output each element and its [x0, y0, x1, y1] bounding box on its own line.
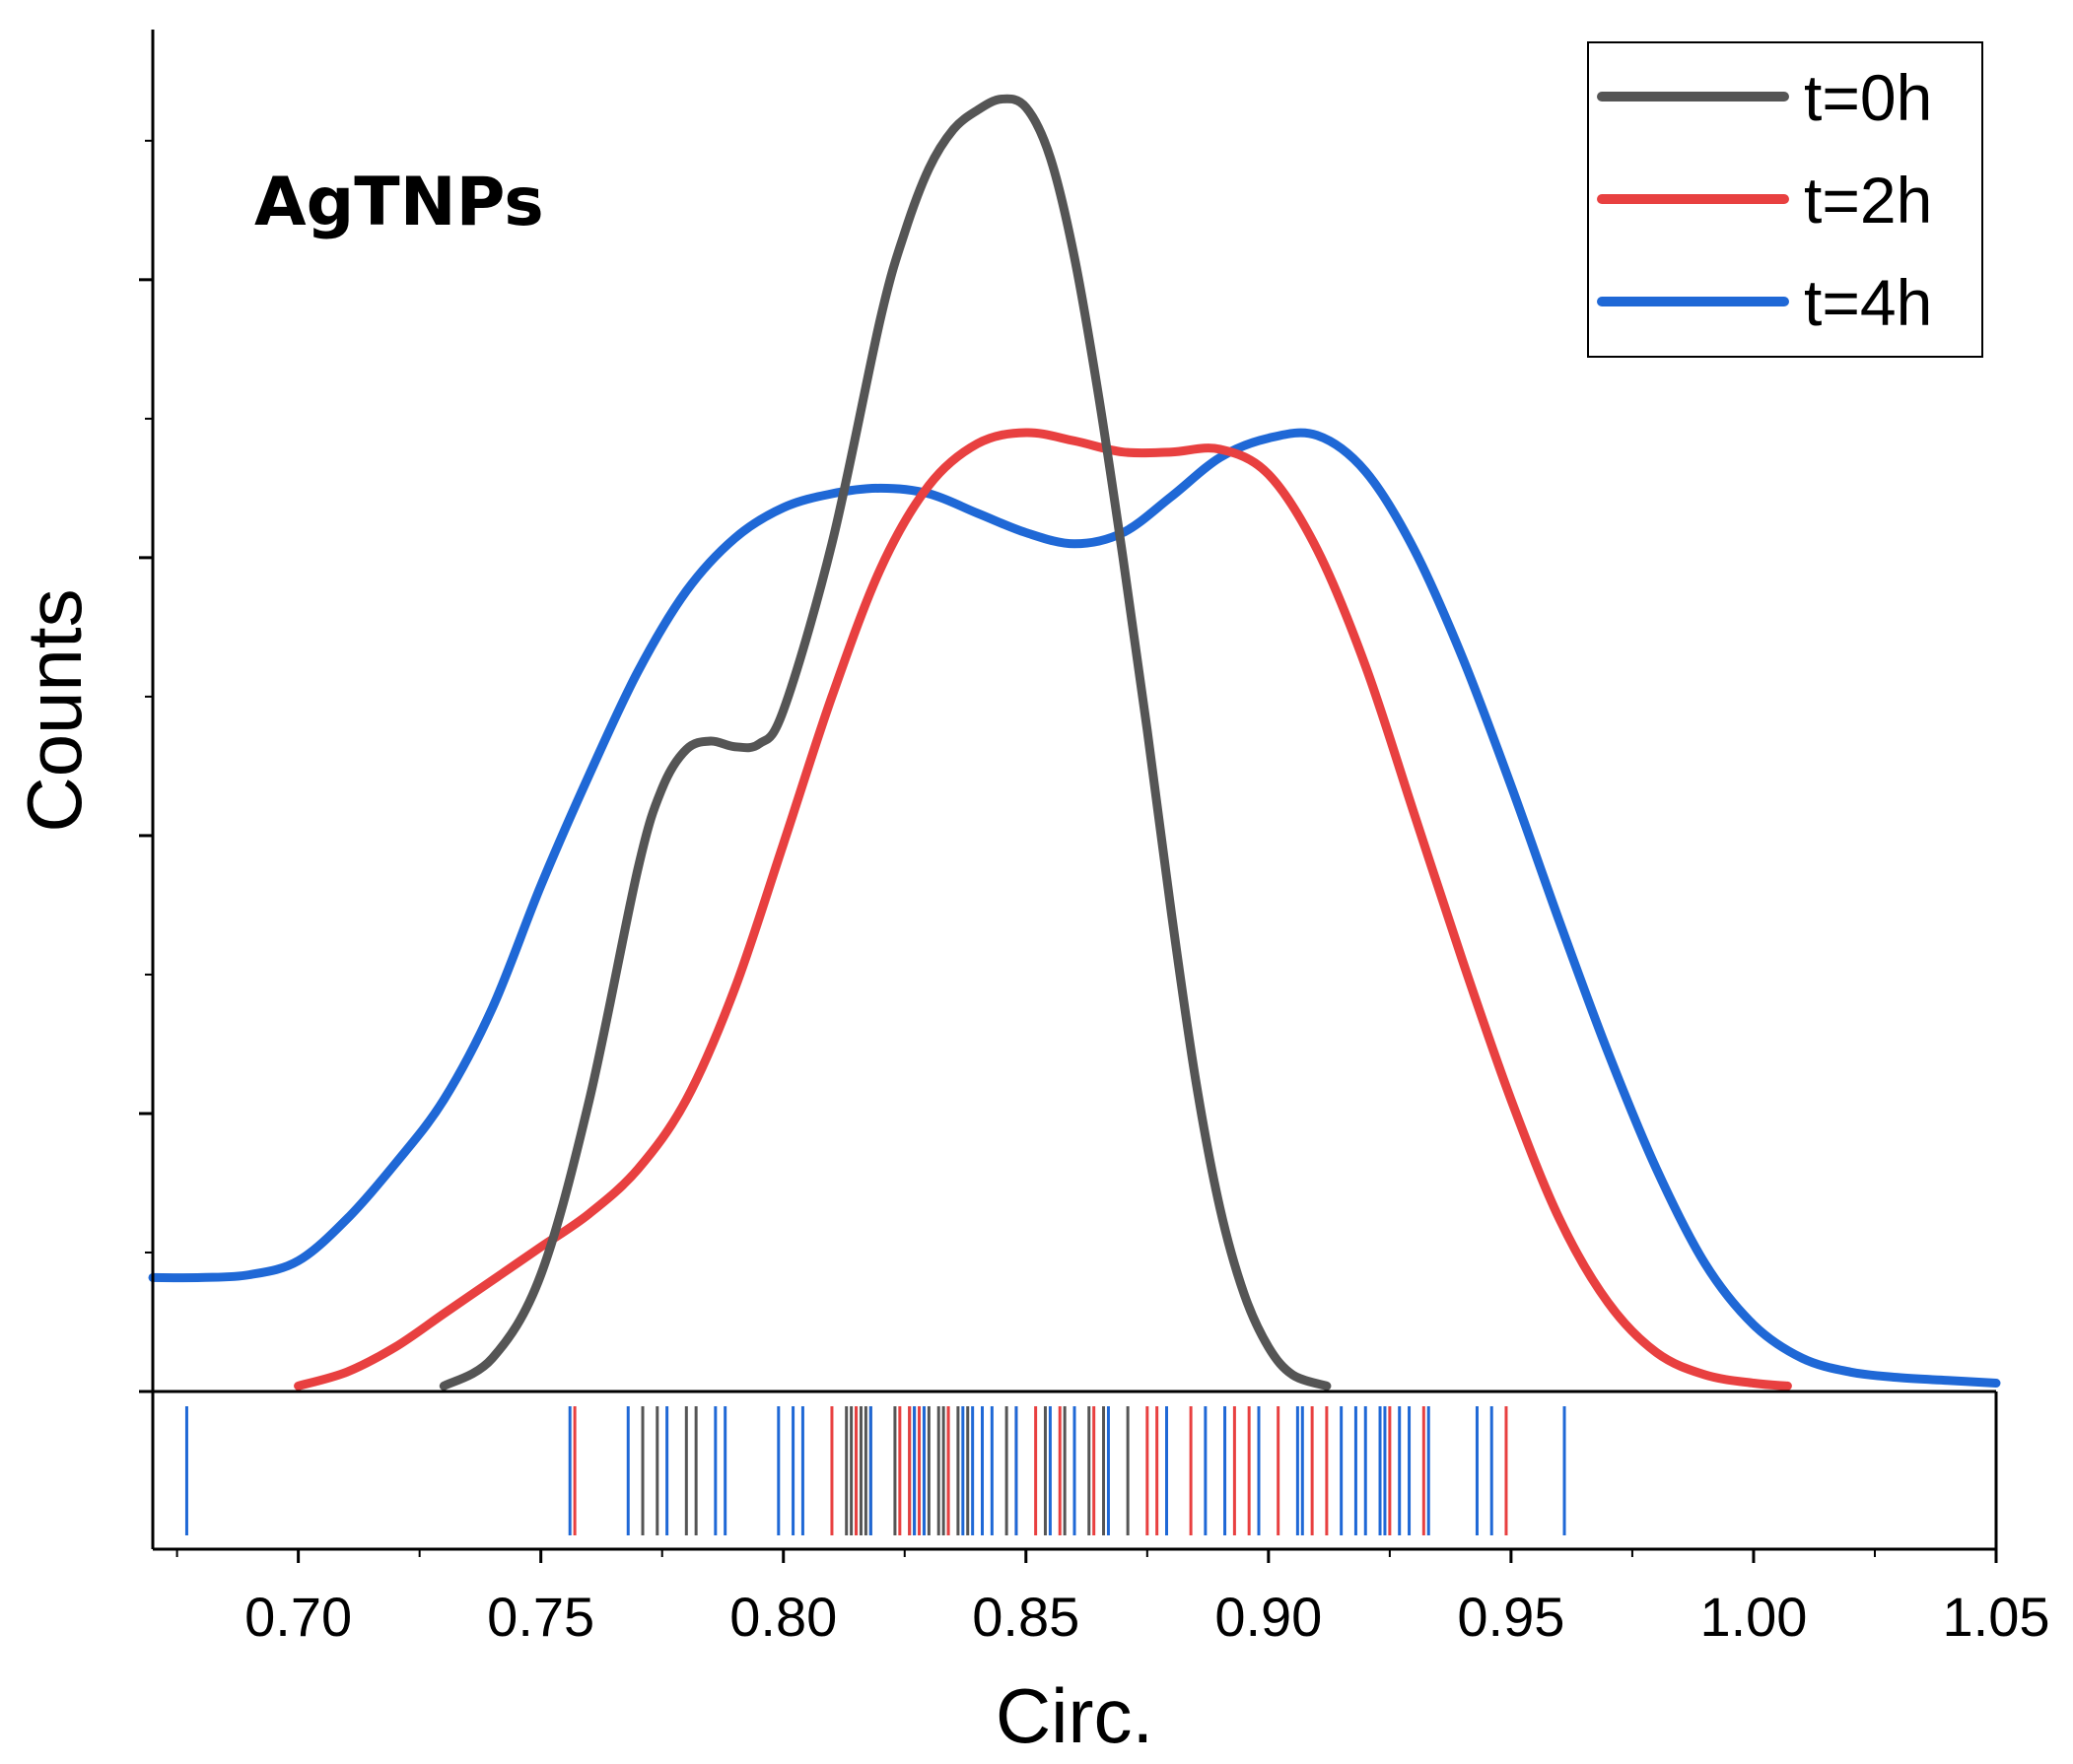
x-tick-label: 0.90 [1214, 1586, 1322, 1648]
x-tick-label: 1.05 [1943, 1586, 2050, 1648]
x-tick-label: 0.85 [972, 1586, 1079, 1648]
x-tick-label: 0.75 [487, 1586, 594, 1648]
x-axis-title: Circ. [996, 1672, 1153, 1759]
sample-annotation: AgTNPs [254, 164, 544, 241]
density-line-t-4h [148, 428, 2001, 1388]
x-tick-label: 1.00 [1699, 1586, 1807, 1648]
x-axis-ticks: 0.70 0.75 0.80 0.85 0.90 0.95 1.00 1.05 [175, 1549, 2050, 1648]
x-tick-label: 0.70 [244, 1586, 352, 1648]
rug-plot [184, 1406, 1566, 1535]
x-tick-label: 0.80 [729, 1586, 837, 1648]
y-axis-ticks [139, 139, 153, 1393]
axes-frame [151, 30, 1998, 1551]
density-line-t-0h [439, 94, 1332, 1391]
legend-label-t-4h: t=4h [1804, 266, 1932, 339]
density-curves [148, 94, 2001, 1391]
density-line-t-2h [294, 428, 1792, 1391]
y-axis-title: Counts [11, 588, 98, 832]
legend-label-t-2h: t=2h [1804, 164, 1932, 237]
legend-label-t-0h: t=0h [1804, 61, 1932, 134]
legend: t=0h t=2h t=4h [1587, 41, 1983, 358]
x-tick-label: 0.95 [1457, 1586, 1564, 1648]
